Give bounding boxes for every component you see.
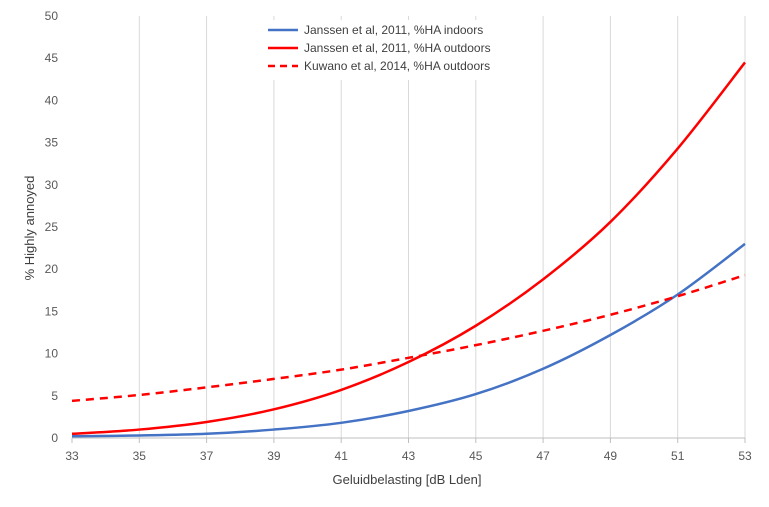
y-tick-label: 0 — [51, 431, 58, 445]
y-tick-label: 30 — [45, 178, 59, 192]
y-tick-label: 35 — [45, 136, 59, 150]
x-tick-label: 49 — [604, 449, 618, 463]
x-tick-label: 43 — [402, 449, 416, 463]
y-tick-label: 15 — [45, 304, 59, 318]
y-tick-label: 10 — [45, 347, 59, 361]
y-tick-label: 20 — [45, 262, 59, 276]
x-tick-label: 47 — [536, 449, 550, 463]
series-line-kuwano-outdoors — [71, 273, 746, 403]
x-tick-label: 45 — [469, 449, 483, 463]
legend-label: Kuwano et al, 2014, %HA outdoors — [304, 59, 490, 73]
series-line-janssen-indoors — [71, 242, 746, 438]
axes: 33 35 37 39 41 43 45 47 49 51 53 0 5 10 15 20 25 30 35 40 45… — [45, 9, 752, 463]
legend: Janssen et al, 2011, %HA indoors Janssen … — [235, 20, 540, 80]
x-tick-label: 37 — [200, 449, 214, 463]
y-tick-label: 45 — [45, 51, 59, 65]
legend-label: Janssen et al, 2011, %HA outdoors — [304, 41, 491, 55]
y-tick-label: 5 — [51, 389, 58, 403]
x-tick-label: 51 — [671, 449, 685, 463]
y-tick-label: 25 — [45, 220, 59, 234]
series-lines — [71, 61, 746, 438]
x-tick-label: 39 — [267, 449, 281, 463]
y-tick-label: 50 — [45, 9, 59, 23]
y-axis-title: % Highly annoyed — [22, 176, 37, 281]
x-tick-label: 35 — [133, 449, 147, 463]
x-tick-label: 41 — [335, 449, 349, 463]
x-tick-label: 53 — [738, 449, 752, 463]
x-tick-label: 33 — [65, 449, 79, 463]
y-tick-label: 40 — [45, 93, 59, 107]
x-axis-title: Geluidbelasting [dB Lden] — [333, 472, 482, 487]
gridlines — [138, 16, 746, 438]
legend-label: Janssen et al, 2011, %HA indoors — [304, 23, 483, 37]
